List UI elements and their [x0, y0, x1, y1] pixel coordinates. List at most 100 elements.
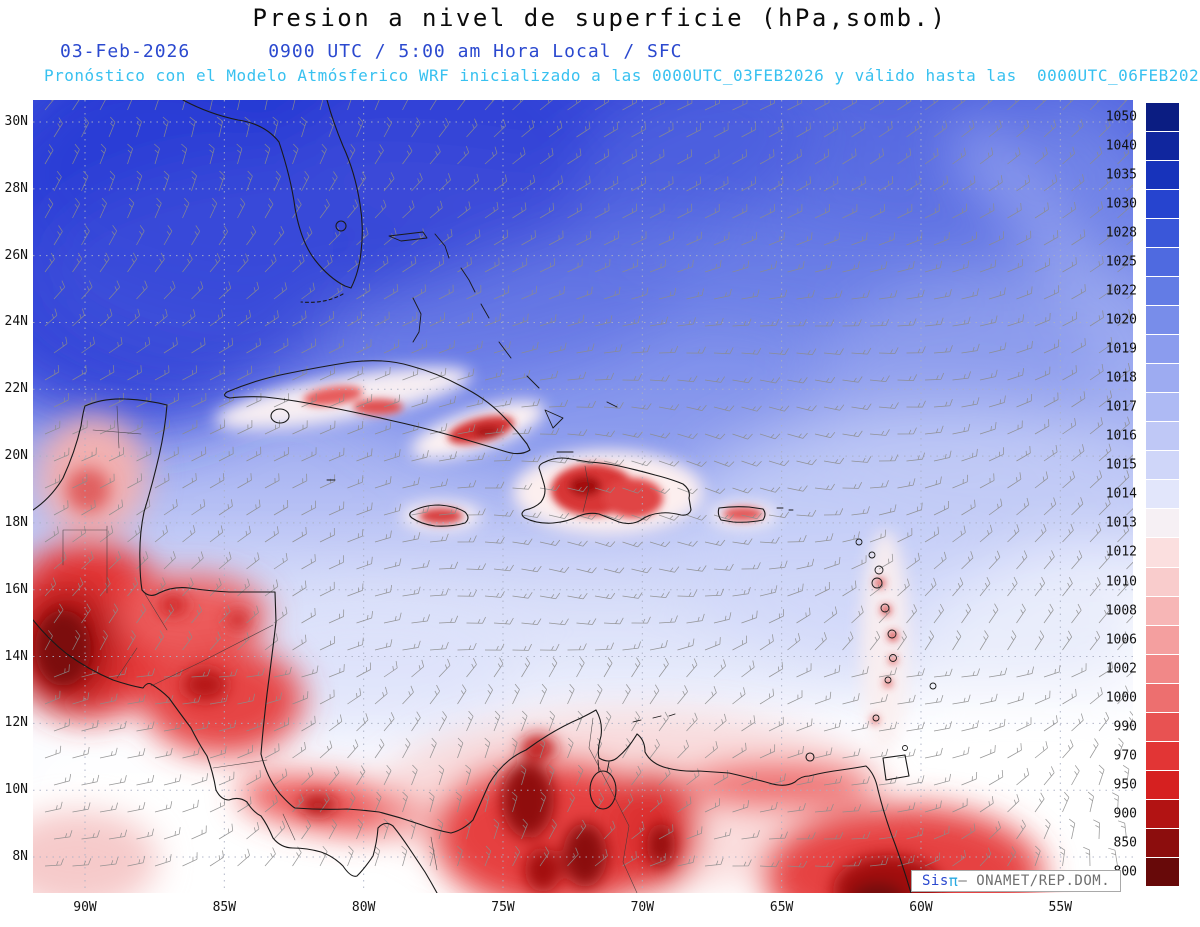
colorbar-cell: 1000 [1106, 683, 1179, 712]
coastline-bahamas [388, 231, 618, 429]
coastline-hispaniola [521, 457, 692, 525]
lon-tick-label: 90W [73, 900, 97, 915]
map-canvas [33, 100, 1133, 893]
watermark-org: ONAMET/REP.DOM. [976, 873, 1111, 889]
colorbar-cell: 1050 [1106, 103, 1179, 132]
lon-tick-label: 60W [909, 900, 933, 915]
colorbar-cell: 1013 [1106, 509, 1179, 538]
pressure-map-svg [33, 100, 1133, 893]
colorbar-label: 1006 [1105, 632, 1137, 648]
coastlines [33, 100, 937, 893]
colorbar-label: 1000 [1105, 690, 1137, 706]
colorbar-label: 1050 [1105, 109, 1137, 125]
page-title: Presion a nivel de superficie (hPa,somb.… [252, 4, 948, 32]
colorbar-label: 1017 [1105, 399, 1137, 415]
colorbar-cell: 1002 [1106, 654, 1179, 683]
datetime-line: 03-Feb-2026 0900 UTC / 5:00 am Hora Loca… [60, 41, 683, 62]
colorbar-cell: 900 [1114, 799, 1179, 828]
colorbar-cell: 950 [1114, 770, 1179, 799]
colorbar-cell: 1019 [1106, 335, 1179, 364]
watermark: Sis π – ONAMET/REP.DOM. [911, 870, 1122, 892]
terrain-low-red-cores [35, 468, 943, 893]
coastline-cuba [224, 360, 531, 455]
coastline-lesser-antilles [776, 507, 937, 751]
forecast-line: Pronóstico con el Modelo Atmósferico WRF… [44, 66, 1200, 85]
colorbar-cell: 1020 [1106, 306, 1179, 335]
colorbar-cell: 1012 [1106, 538, 1179, 567]
coastline-jamaica [409, 504, 469, 527]
lat-tick-label: 10N [4, 782, 28, 798]
lon-tick-label: 85W [212, 900, 237, 915]
lat-tick-label: 30N [4, 114, 28, 129]
colorbar-cell: 1022 [1106, 277, 1179, 306]
wind-barbs-layer [44, 100, 1133, 868]
lat-tick-label: 14N [4, 648, 28, 664]
lat-tick-label: 22N [4, 381, 28, 397]
lat-tick-label: 28N [4, 180, 28, 196]
colorbar-cell: 1016 [1106, 422, 1179, 451]
coastline-isla-juventud [270, 408, 290, 424]
colorbar-cell: 1006 [1106, 625, 1179, 654]
colorbar-label: 1015 [1105, 457, 1137, 473]
coastline-florida [182, 100, 363, 289]
colorbar: 1050 1040 1035 1030 1028 1025 1022 1020 1019 1018… [1106, 103, 1179, 886]
watermark-separator: – [958, 873, 977, 889]
colorbar-label: 850 [1113, 835, 1137, 851]
lat-tick-label: 16N [4, 581, 28, 597]
gridlines [33, 100, 1133, 893]
colorbar-label: 1002 [1105, 661, 1137, 677]
colorbar-cell: 1017 [1106, 393, 1179, 422]
colorbar-cell: 1035 [1106, 161, 1179, 190]
colorbar-cell: 1018 [1106, 364, 1179, 393]
lat-tick-label: 8N [12, 849, 28, 865]
colorbar-label: 950 [1113, 777, 1137, 793]
lat-tick-label: 18N [4, 514, 28, 530]
lake-okeechobee [335, 220, 347, 232]
colorbar-label: 1008 [1105, 603, 1137, 619]
colorbar-label: 1040 [1105, 138, 1137, 154]
country-borders [62, 405, 638, 893]
island-red-spots [303, 386, 898, 724]
colorbar-cell: 1025 [1106, 248, 1179, 277]
coastline-margarita [805, 752, 815, 762]
valid-time-label: 0900 UTC / 5:00 am Hora Local / SFC [268, 41, 683, 62]
colorbar-cell: 1030 [1106, 190, 1179, 219]
colorbar-cell: 990 [1114, 712, 1179, 741]
colorbar-label: 1014 [1105, 486, 1137, 502]
colorbar-cell: 1040 [1106, 132, 1179, 161]
colorbar-label: 1010 [1105, 574, 1137, 590]
lon-tick-label: 70W [630, 900, 655, 915]
colorbar-label: 1025 [1105, 254, 1137, 270]
lat-tick-label: 20N [4, 448, 28, 464]
colorbar-cell: 970 [1114, 741, 1179, 770]
coastline-puerto-rico [717, 506, 766, 523]
colorbar-label: 1035 [1105, 167, 1137, 183]
coastline-florida-keys [300, 293, 344, 303]
date-label: 03-Feb-2026 [60, 41, 191, 62]
watermark-pi-icon: π [948, 872, 959, 890]
lake-maracaibo [589, 770, 617, 810]
colorbar-cell: 1014 [1106, 480, 1179, 509]
lat-tick-label: 26N [4, 247, 28, 263]
colorbar-label: 1030 [1105, 196, 1137, 212]
lat-tick-label: 24N [4, 314, 28, 330]
colorbar-label: 970 [1113, 748, 1137, 764]
colorbar-cell: 800 [1114, 857, 1179, 886]
lat-axis: 30N 28N 26N 24N 22N 20N 18N 16N 14N 12N 10N 8N [0, 100, 29, 893]
coastline-trinidad [882, 754, 910, 781]
lon-tick-label: 75W [491, 900, 515, 915]
coastline-central-america [33, 398, 912, 893]
colorbar-cell: 850 [1114, 828, 1179, 857]
colorbar-label: 1018 [1105, 370, 1137, 386]
colorbar-cell: 1008 [1106, 596, 1179, 625]
colorbar-cell: 1015 [1106, 451, 1179, 480]
colorbar-label: 900 [1113, 806, 1137, 822]
colorbar-cell: 1010 [1106, 567, 1179, 596]
lon-tick-label: 55W [1048, 900, 1073, 915]
colorbar-label: 1019 [1105, 341, 1137, 357]
colorbar-label: 1012 [1105, 544, 1137, 560]
watermark-brand: Sis [922, 873, 949, 889]
lat-tick-label: 12N [4, 715, 28, 731]
coastline-pacific [33, 619, 438, 893]
colorbar-cell: 1028 [1106, 219, 1179, 248]
